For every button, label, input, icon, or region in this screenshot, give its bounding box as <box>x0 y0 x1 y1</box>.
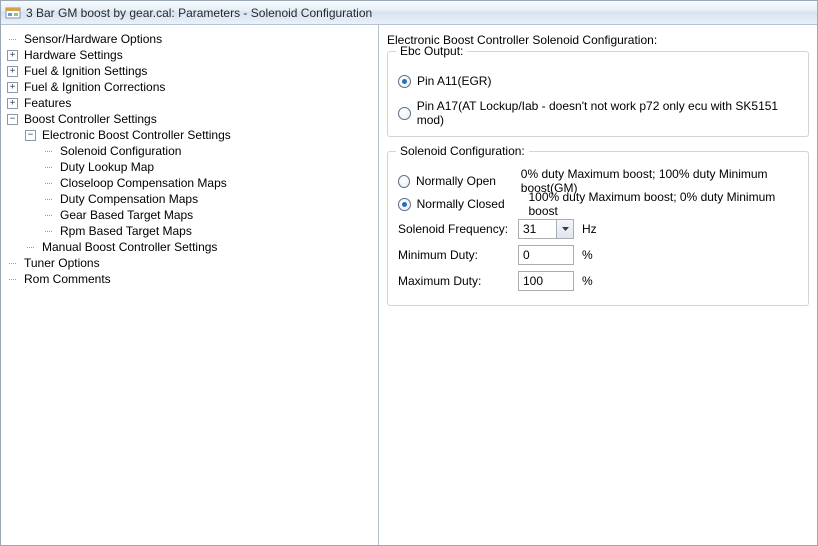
tree-leaf-icon <box>43 194 54 205</box>
tree-item-label: Fuel & Ignition Settings <box>22 63 147 79</box>
tree-item-label: Duty Compensation Maps <box>58 191 198 207</box>
min-duty-input[interactable] <box>518 245 574 265</box>
tree-expand-icon[interactable]: + <box>7 66 18 77</box>
max-duty-unit: % <box>582 274 593 288</box>
tree-leaf-icon <box>7 34 18 45</box>
tree-item[interactable]: Solenoid Configuration <box>7 143 378 159</box>
max-duty-input[interactable] <box>518 271 574 291</box>
tree-expand-icon[interactable]: + <box>7 98 18 109</box>
freq-value: 31 <box>523 222 536 236</box>
app-window: 3 Bar GM boost by gear.cal: Parameters -… <box>0 0 818 546</box>
sol-open-radio[interactable] <box>398 175 410 188</box>
sol-closed-desc: 100% duty Maximum boost; 0% duty Minimum… <box>528 190 798 218</box>
tree-item[interactable]: −Electronic Boost Controller Settings <box>7 127 378 143</box>
tree-leaf-icon <box>43 178 54 189</box>
min-duty-row: Minimum Duty: % <box>398 243 798 267</box>
freq-label: Solenoid Frequency: <box>398 222 518 236</box>
window-title: 3 Bar GM boost by gear.cal: Parameters -… <box>26 6 372 20</box>
tree-item-label: Sensor/Hardware Options <box>22 31 162 47</box>
tree-item[interactable]: Duty Compensation Maps <box>7 191 378 207</box>
freq-select[interactable]: 31 <box>518 219 574 239</box>
tree-item[interactable]: Tuner Options <box>7 255 378 271</box>
tree-item-label: Electronic Boost Controller Settings <box>40 127 231 143</box>
tree-item[interactable]: + Hardware Settings <box>7 47 378 63</box>
tree-leaf-icon <box>43 226 54 237</box>
tree-item[interactable]: + Fuel & Ignition Corrections <box>7 79 378 95</box>
ebc-opt2-row[interactable]: Pin A17(AT Lockup/Iab - doesn't not work… <box>398 103 798 123</box>
ebc-opt1-row[interactable]: Pin A11(EGR) <box>398 71 798 91</box>
tree-item[interactable]: Duty Lookup Map <box>7 159 378 175</box>
tree-item-label: Fuel & Ignition Corrections <box>22 79 165 95</box>
parameter-tree[interactable]: Sensor/Hardware Options + Hardware Setting… <box>1 29 378 287</box>
ebc-opt1-radio[interactable] <box>398 75 411 88</box>
tree-item-label: Solenoid Configuration <box>58 143 181 159</box>
tree-item-label: Hardware Settings <box>22 47 123 63</box>
tree-item-label: Boost Controller Settings <box>22 111 157 127</box>
ebc-opt2-label: Pin A17(AT Lockup/Iab - doesn't not work… <box>417 99 798 127</box>
tree-item[interactable]: + Fuel & Ignition Settings <box>7 63 378 79</box>
tree-item[interactable]: Rpm Based Target Maps <box>7 223 378 239</box>
freq-unit: Hz <box>582 222 597 236</box>
ebc-group-label: Ebc Output: <box>396 44 467 58</box>
tree-expand-icon[interactable]: + <box>7 82 18 93</box>
tree-item-label: Rom Comments <box>22 271 111 287</box>
tree-item-label: Rpm Based Target Maps <box>58 223 192 239</box>
tree-item[interactable]: Gear Based Target Maps <box>7 207 378 223</box>
tree-item[interactable]: Rom Comments <box>7 271 378 287</box>
tree-item-label: Manual Boost Controller Settings <box>40 239 217 255</box>
tree-collapse-icon[interactable]: − <box>7 114 18 125</box>
app-icon <box>5 5 21 21</box>
max-duty-row: Maximum Duty: % <box>398 269 798 293</box>
min-duty-label: Minimum Duty: <box>398 248 518 262</box>
tree-leaf-icon <box>43 210 54 221</box>
sol-closed-label: Normally Closed <box>417 197 529 211</box>
tree-collapse-icon[interactable]: − <box>25 130 36 141</box>
tree-pane: Sensor/Hardware Options + Hardware Setting… <box>1 25 379 545</box>
sol-open-label: Normally Open <box>416 174 521 188</box>
chevron-down-icon[interactable] <box>556 220 573 238</box>
tree-item-label: Closeloop Compensation Maps <box>58 175 227 191</box>
config-pane: Electronic Boost Controller Solenoid Con… <box>379 25 817 545</box>
sol-group-label: Solenoid Configuration: <box>396 144 529 158</box>
ebc-opt2-radio[interactable] <box>398 107 411 120</box>
tree-item[interactable]: + Features <box>7 95 378 111</box>
tree-item-label: Gear Based Target Maps <box>58 207 193 223</box>
max-duty-label: Maximum Duty: <box>398 274 518 288</box>
min-duty-unit: % <box>582 248 593 262</box>
tree-item-label: Tuner Options <box>22 255 100 271</box>
tree-leaf-icon <box>25 242 36 253</box>
solenoid-config-group: Solenoid Configuration: Normally Open 0%… <box>387 151 809 306</box>
tree-item[interactable]: Sensor/Hardware Options <box>7 31 378 47</box>
tree-expand-icon[interactable]: + <box>7 50 18 61</box>
tree-leaf-icon <box>43 162 54 173</box>
tree-leaf-icon <box>43 146 54 157</box>
tree-item[interactable]: −Boost Controller Settings <box>7 111 378 127</box>
tree-leaf-icon <box>7 258 18 269</box>
tree-item[interactable]: Closeloop Compensation Maps <box>7 175 378 191</box>
tree-item[interactable]: Manual Boost Controller Settings <box>7 239 378 255</box>
ebc-output-group: Ebc Output: Pin A11(EGR) Pin A17(AT Lock… <box>387 51 809 137</box>
sol-closed-radio[interactable] <box>398 198 411 211</box>
window-body: Sensor/Hardware Options + Hardware Setting… <box>1 25 817 545</box>
titlebar[interactable]: 3 Bar GM boost by gear.cal: Parameters -… <box>1 1 817 25</box>
sol-closed-row[interactable]: Normally Closed 100% duty Maximum boost;… <box>398 194 798 214</box>
tree-item-label: Features <box>22 95 71 111</box>
freq-row: Solenoid Frequency: 31 Hz <box>398 217 798 241</box>
tree-leaf-icon <box>7 274 18 285</box>
ebc-opt1-label: Pin A11(EGR) <box>417 74 491 88</box>
sol-open-row[interactable]: Normally Open 0% duty Maximum boost; 100… <box>398 171 798 191</box>
tree-item-label: Duty Lookup Map <box>58 159 154 175</box>
